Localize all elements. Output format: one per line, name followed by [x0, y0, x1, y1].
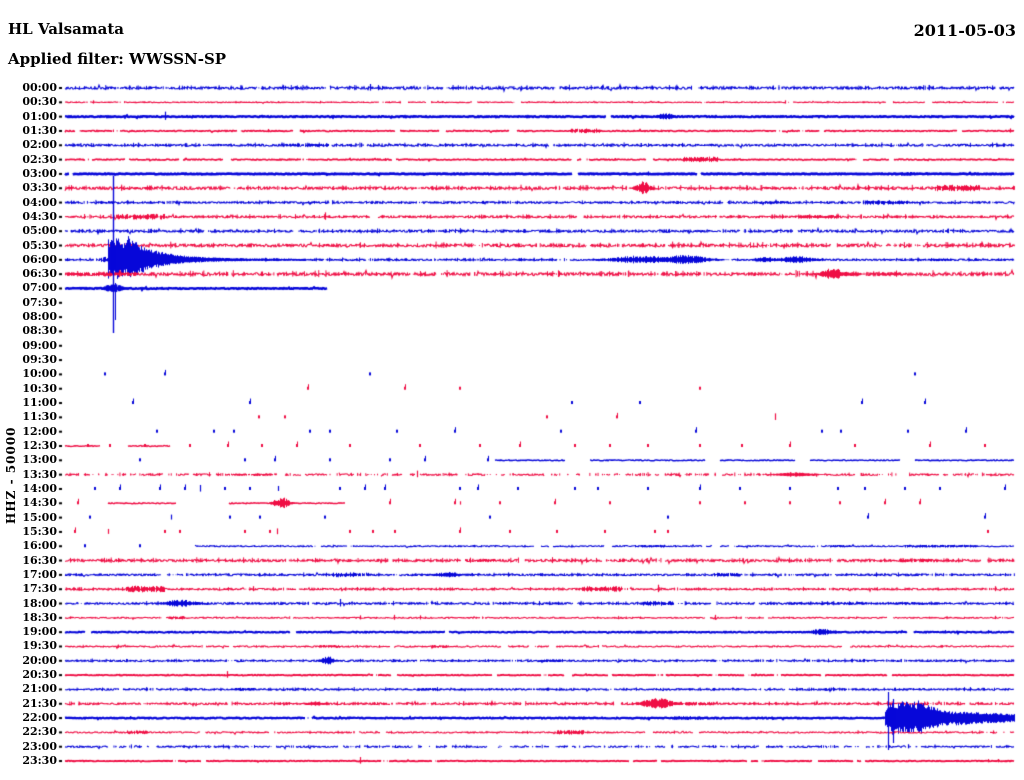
time-label: 23:00: [22, 739, 57, 753]
time-label: 02:30: [22, 152, 57, 166]
station-title: HL Valsamata: [8, 20, 125, 38]
time-label: 18:00: [22, 596, 57, 610]
time-label: 20:30: [22, 668, 57, 682]
time-label: 16:00: [22, 539, 57, 553]
time-label: 05:30: [22, 238, 57, 252]
time-label: 08:00: [22, 310, 57, 324]
time-label: 11:00: [22, 396, 57, 410]
time-label: 06:00: [22, 252, 57, 266]
time-label: 04:30: [22, 209, 57, 223]
time-label: 04:00: [22, 195, 57, 209]
time-label: 16:30: [22, 553, 57, 567]
time-label: 00:00: [22, 81, 57, 94]
time-label: 22:30: [22, 725, 57, 739]
time-label: 02:00: [22, 138, 57, 152]
time-label: 05:00: [22, 224, 57, 238]
time-label: 14:30: [22, 496, 57, 510]
time-label: 07:30: [22, 295, 57, 309]
time-label: 11:30: [22, 410, 57, 424]
time-label: 08:30: [22, 324, 57, 338]
time-label: 21:00: [22, 682, 57, 696]
time-label: 12:00: [22, 424, 57, 438]
time-label: 22:00: [22, 711, 57, 725]
time-label: 07:00: [22, 281, 57, 295]
time-label: 19:00: [22, 625, 57, 639]
time-label: 01:00: [22, 109, 57, 123]
time-label: 13:00: [22, 453, 57, 467]
time-label: 15:30: [22, 524, 57, 538]
time-label: 20:00: [22, 653, 57, 667]
time-label: 17:30: [22, 582, 57, 596]
time-labels: 00:00 00:30 01:00 01:30 02:00 02:30 03:00 03:30…: [0, 0, 57, 780]
time-label: 17:00: [22, 567, 57, 581]
time-label: 00:30: [22, 95, 57, 109]
time-label: 13:30: [22, 467, 57, 481]
time-label: 10:00: [22, 367, 57, 381]
time-label: 19:30: [22, 639, 57, 653]
time-label: 15:00: [22, 510, 57, 524]
time-label: 23:30: [22, 754, 57, 768]
time-label: 10:30: [22, 381, 57, 395]
time-label: 03:30: [22, 181, 57, 195]
time-label: 14:00: [22, 481, 57, 495]
time-label: 03:00: [22, 166, 57, 180]
filter-label: Applied filter: WWSSN-SP: [8, 50, 227, 68]
time-label: 01:30: [22, 123, 57, 137]
date-label: 2011-05-03: [913, 21, 1016, 40]
time-label: 21:30: [22, 696, 57, 710]
time-label: 12:30: [22, 439, 57, 452]
time-label: 06:30: [22, 267, 57, 281]
time-label: 18:30: [22, 610, 57, 624]
time-label: 09:00: [22, 338, 57, 352]
time-label: 09:30: [22, 353, 57, 367]
